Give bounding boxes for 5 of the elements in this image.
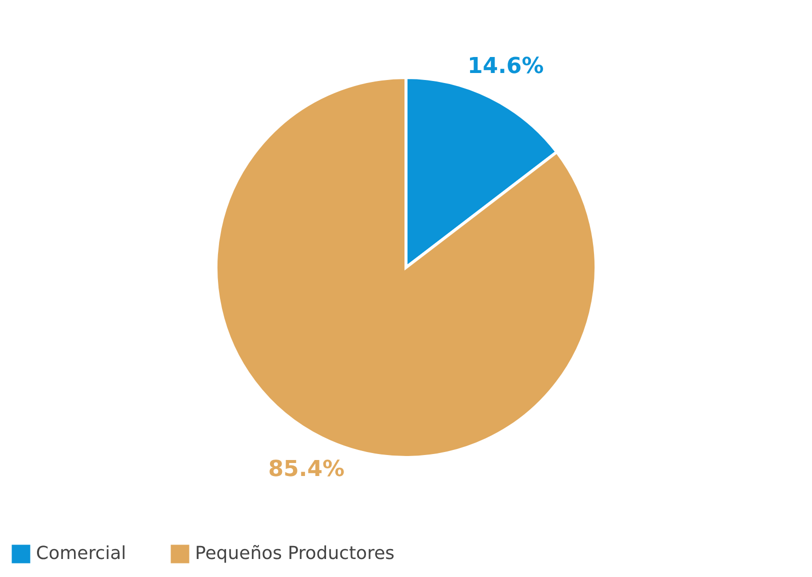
data-label: 14.6% [467,54,544,79]
pie-slice [214,76,598,459]
data-label: 85.4% [268,457,345,482]
legend-label: Pequeños Productores [195,543,395,564]
legend-label: Comercial [36,543,126,564]
